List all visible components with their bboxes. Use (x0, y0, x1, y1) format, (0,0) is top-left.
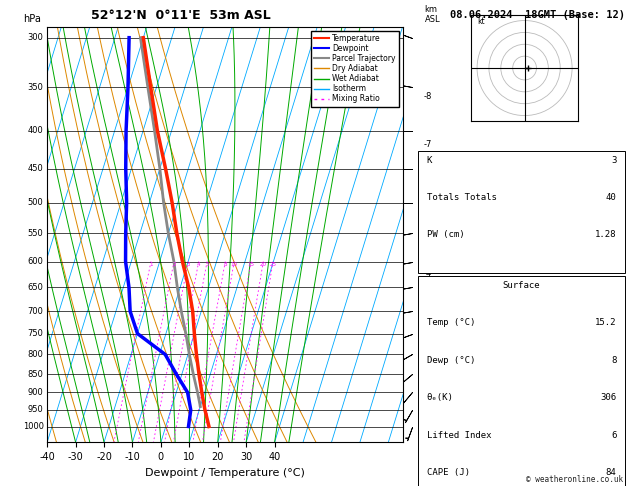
Text: 20: 20 (260, 261, 267, 266)
Text: Totals Totals: Totals Totals (426, 193, 496, 202)
Text: hPa: hPa (23, 14, 41, 24)
Text: 306: 306 (600, 393, 616, 402)
Text: -2: -2 (424, 348, 432, 357)
Text: 450: 450 (28, 164, 43, 173)
Text: 52°12'N  0°11'E  53m ASL: 52°12'N 0°11'E 53m ASL (91, 9, 271, 22)
Text: 84: 84 (606, 468, 616, 477)
Text: -5: -5 (424, 227, 432, 236)
Text: 3: 3 (611, 156, 616, 165)
Text: 25: 25 (270, 261, 277, 266)
Text: Mixing Ratio (g/kg): Mixing Ratio (g/kg) (445, 298, 454, 378)
Text: 550: 550 (28, 229, 43, 238)
Text: 2: 2 (172, 261, 175, 266)
Text: -1: -1 (424, 386, 432, 395)
Text: 300: 300 (28, 33, 43, 42)
Text: 40: 40 (606, 193, 616, 202)
Text: 8: 8 (611, 356, 616, 365)
Text: 500: 500 (28, 198, 43, 207)
Text: -7: -7 (424, 139, 432, 149)
Text: 800: 800 (28, 350, 43, 359)
Text: 1000: 1000 (23, 422, 43, 431)
Text: -6: -6 (424, 184, 432, 193)
Text: 400: 400 (28, 126, 43, 135)
Text: 900: 900 (28, 388, 43, 397)
Legend: Temperature, Dewpoint, Parcel Trajectory, Dry Adiabat, Wet Adiabat, Isotherm, Mi: Temperature, Dewpoint, Parcel Trajectory… (311, 31, 399, 106)
X-axis label: Dewpoint / Temperature (°C): Dewpoint / Temperature (°C) (145, 468, 305, 478)
Text: 15.2: 15.2 (595, 318, 616, 328)
Text: 750: 750 (28, 329, 43, 338)
Text: 350: 350 (28, 83, 43, 92)
Text: 600: 600 (28, 257, 43, 266)
Text: -4: -4 (424, 269, 432, 278)
Bar (418, 151, 625, 273)
Text: 850: 850 (28, 369, 43, 379)
Text: 15: 15 (247, 261, 255, 266)
Text: 1.28: 1.28 (595, 230, 616, 240)
Text: 5: 5 (205, 261, 209, 266)
Text: 6: 6 (611, 431, 616, 440)
Text: © weatheronline.co.uk: © weatheronline.co.uk (526, 474, 623, 484)
Text: 700: 700 (28, 307, 43, 316)
Text: -3: -3 (424, 309, 432, 318)
Text: θₑ(K): θₑ(K) (426, 393, 454, 402)
Text: 08.06.2024  18GMT (Base: 12): 08.06.2024 18GMT (Base: 12) (450, 10, 625, 20)
Text: 8: 8 (223, 261, 227, 266)
Text: 1: 1 (149, 261, 153, 266)
Text: Lifted Index: Lifted Index (426, 431, 491, 440)
Text: -8: -8 (424, 92, 432, 101)
Text: PW (cm): PW (cm) (426, 230, 464, 240)
Text: Dewp (°C): Dewp (°C) (426, 356, 475, 365)
Text: 4: 4 (197, 261, 201, 266)
Text: 650: 650 (28, 283, 43, 292)
Text: 3: 3 (187, 261, 190, 266)
Bar (418, 276, 625, 486)
Text: Temp (°C): Temp (°C) (426, 318, 475, 328)
Text: CAPE (J): CAPE (J) (426, 468, 469, 477)
Text: km
ASL: km ASL (425, 5, 440, 24)
Text: 10: 10 (231, 261, 238, 266)
Text: 1LCL: 1LCL (424, 403, 441, 410)
Text: 950: 950 (28, 405, 43, 415)
Text: kt: kt (477, 17, 485, 26)
Text: K: K (426, 156, 432, 165)
Text: Surface: Surface (503, 281, 540, 290)
